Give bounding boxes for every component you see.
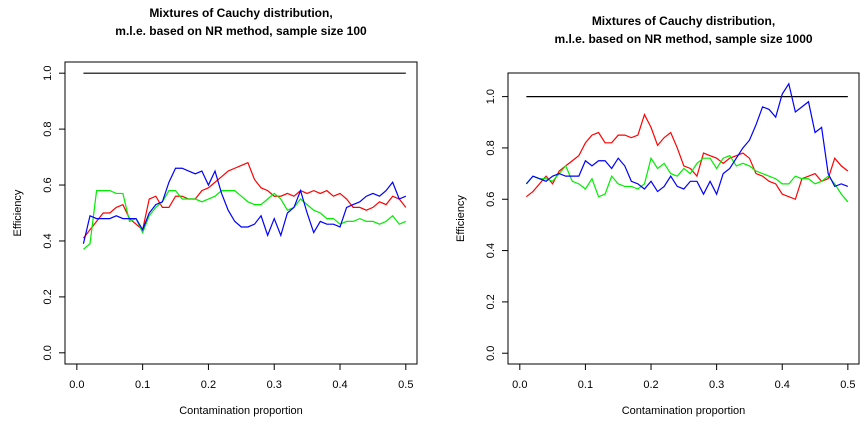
x-tick-label: 0.1 (135, 379, 150, 391)
x-tick-label: 0.2 (201, 379, 216, 391)
y-axis-label: Efficiency (455, 195, 467, 242)
plot-box (64, 61, 418, 365)
series-line (82, 167, 407, 244)
y-axis-label: Efficiency (12, 189, 24, 236)
x-tick-label: 0.4 (332, 379, 347, 391)
series-line (82, 161, 407, 239)
x-tick-label: 0.2 (643, 379, 658, 391)
y-tick-label: 0.4 (42, 233, 54, 248)
x-tick-label: 0.3 (267, 379, 282, 391)
x-axis-label: Contamination proportion (179, 405, 303, 417)
chart-title: m.l.e. based on NR method, sample size 1… (554, 32, 812, 46)
y-tick-label: 0.2 (42, 289, 54, 304)
y-tick-label: 0.6 (485, 192, 497, 207)
y-tick-label: 0.6 (42, 177, 54, 192)
y-tick-label: 0.2 (485, 294, 497, 309)
y-tick-label: 0.0 (42, 345, 54, 360)
x-tick-label: 0.1 (578, 379, 593, 391)
x-tick-label: 0.3 (709, 379, 724, 391)
series-line (83, 190, 407, 250)
series-line (525, 82, 849, 196)
y-tick-label: 1.0 (42, 66, 54, 81)
plot-box (507, 72, 860, 365)
x-axis-label: Contamination proportion (622, 405, 746, 417)
x-tick-label: 0.5 (840, 379, 855, 391)
x-tick-label: 0.5 (398, 379, 413, 391)
x-tick-label: 0.0 (512, 379, 527, 391)
y-tick-label: 0.8 (42, 121, 54, 136)
y-tick-label: 0.4 (485, 243, 497, 258)
chart-title: Mixtures of Cauchy distribution, (592, 14, 775, 28)
series-line (526, 113, 849, 201)
x-tick-label: 0.0 (69, 379, 84, 391)
y-tick-label: 0.0 (485, 346, 497, 361)
chart-title: Mixtures of Cauchy distribution, (149, 6, 332, 20)
x-tick-label: 0.4 (775, 379, 790, 391)
y-tick-label: 0.8 (485, 140, 497, 155)
y-tick-label: 1.0 (485, 89, 497, 104)
series-line (525, 154, 849, 203)
chart-title: m.l.e. based on NR method, sample size 1… (115, 24, 367, 38)
